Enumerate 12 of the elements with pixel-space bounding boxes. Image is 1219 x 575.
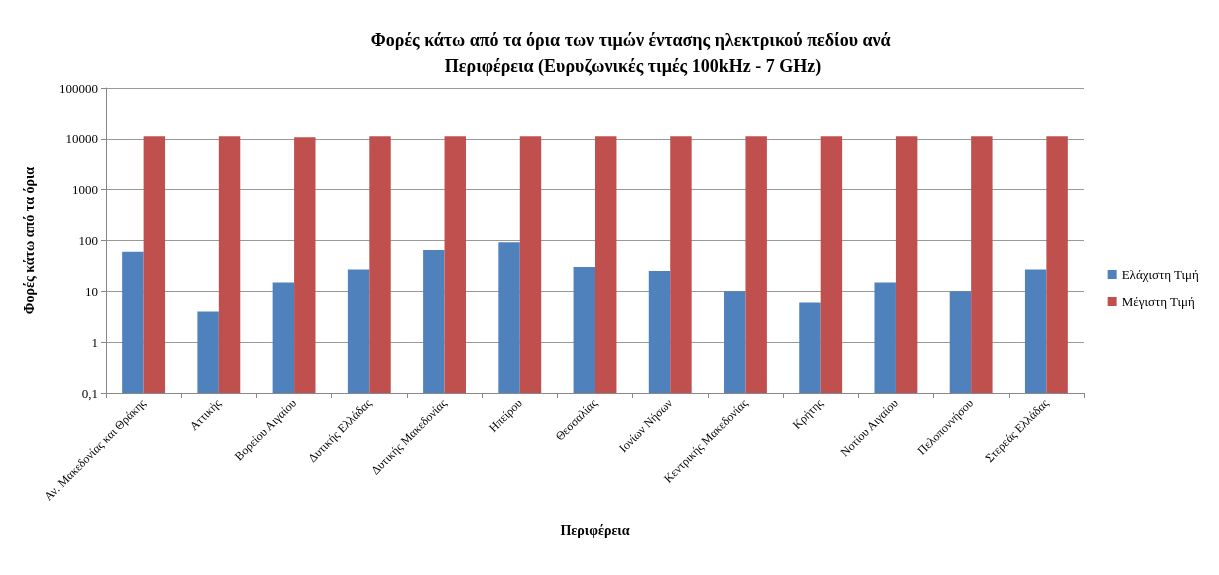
legend-label: Ελάχιστη Τιμή	[1121, 267, 1199, 282]
y-tick-label: 100000	[59, 80, 98, 96]
y-tick-label: 1000	[72, 182, 98, 198]
y-tick-label: 100	[78, 233, 98, 248]
y-axis-title: Φορές κάτω από τα όρια	[21, 166, 37, 315]
y-tick-label: 10000	[65, 131, 98, 147]
y-tick-label: 0,1	[81, 385, 98, 401]
legend-label: Μέγιστη Τιμή	[1121, 294, 1195, 309]
y-tick-label: 1	[91, 334, 98, 350]
y-tick-label: 10	[85, 283, 98, 299]
x-axis-title: Περιφέρεια	[560, 522, 630, 538]
chart-title: Φορές κάτω από τα όρια των τιμών έντασης ηλεκτρικού πεδίου ανά Περιφέρεια (Ευρυζωνικές τιμές 100kHz - 7 GHz)	[370, 30, 896, 77]
